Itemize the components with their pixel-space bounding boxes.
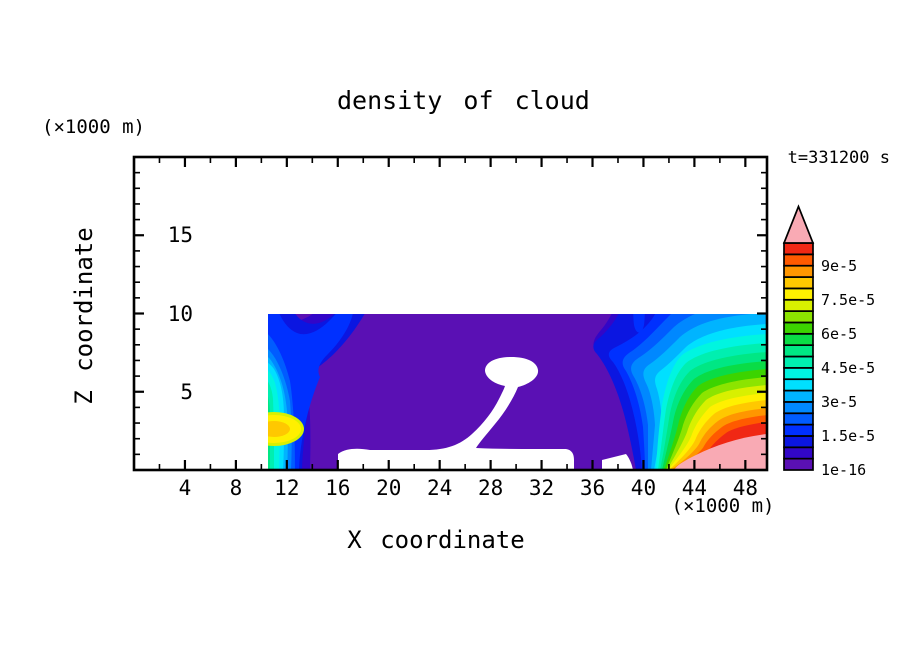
colorbar-label: 4.5e-5 <box>821 358 876 377</box>
colorbar-segment <box>783 242 814 256</box>
contour-region-white-funnel-slot <box>338 357 574 470</box>
contour-region-band18-left <box>134 414 221 470</box>
contour-region-band12-left <box>134 353 265 470</box>
contour-region-band8-left <box>268 362 284 470</box>
colorbar-label: 1.5e-5 <box>821 426 876 445</box>
page-title: density of cloud <box>337 86 590 115</box>
time-label: t=331200 s <box>787 148 890 168</box>
colorbar-segment <box>783 446 814 460</box>
contour-region-band11-left <box>268 396 270 470</box>
x-tick-label: 36 <box>579 476 606 500</box>
contour-region-purple-bar <box>577 201 631 228</box>
contour-region-pink-core-right <box>674 434 767 470</box>
colorbar-segment <box>783 401 814 415</box>
colorbar-segment <box>783 389 814 403</box>
colorbar-segment <box>783 367 814 381</box>
colorbar-label: 1e-16 <box>821 461 867 479</box>
colorbar-segment <box>783 287 814 301</box>
contour-region-white-speck-e <box>645 252 654 257</box>
colorbar-segment <box>783 332 814 346</box>
contour-region-white-slash <box>536 201 672 272</box>
colorbar-segment <box>783 253 814 267</box>
z-axis-title: Z coordinate <box>70 227 98 405</box>
colorbar-segment <box>783 378 814 392</box>
colorbar-over-triangle <box>782 204 815 244</box>
colorbar-label: 7.5e-5 <box>821 290 876 309</box>
x-tick-label: 20 <box>376 476 402 500</box>
contour-region-band13-left <box>134 363 260 470</box>
x-tick-label: 4 <box>178 476 192 500</box>
x-tick-label: 28 <box>477 476 504 500</box>
contour-region-white-speck-a <box>228 210 235 214</box>
contour-region-band19-left <box>134 424 213 470</box>
colorbar-segment <box>783 264 814 278</box>
colorbar-segment <box>783 310 814 324</box>
x-tick-label: 40 <box>630 476 657 500</box>
contour-region-pink-core-left <box>134 442 204 470</box>
z-axis-unit-label: (×1000 m) <box>42 116 145 138</box>
x-tick-label: 32 <box>528 476 555 500</box>
colorbar-segment <box>783 355 814 369</box>
colorbar-segment <box>783 344 814 358</box>
x-tick-label: 12 <box>274 476 300 500</box>
x-tick-label: 44 <box>681 476 708 500</box>
z-tick-label: 15 <box>167 223 193 248</box>
contour-region-band7-left <box>268 357 288 470</box>
x-tick-label: 24 <box>427 476 453 500</box>
contour-region-band20-left <box>134 433 212 470</box>
colorbar-segment <box>783 298 814 312</box>
colorbar-segment <box>783 321 814 335</box>
contour-region-min-blob-core5 <box>201 396 215 405</box>
contour-region-blue4-right-plume <box>633 314 645 333</box>
contour-region-white-speck-d <box>582 241 596 247</box>
contour-layer <box>134 201 767 470</box>
colorbar-segment <box>783 457 814 471</box>
x-axis-title: X coordinate <box>347 526 525 554</box>
z-tick-label: 5 <box>180 379 193 404</box>
z-tick-label: 10 <box>167 301 193 326</box>
colorbar-label: 3e-5 <box>821 392 858 411</box>
x-tick-label: 8 <box>229 476 243 500</box>
contour-region-band10-left <box>268 381 274 470</box>
contour-region-white-upper-wedge <box>449 204 562 310</box>
colorbar-segment <box>783 423 814 437</box>
x-tick-label: 48 <box>732 476 758 500</box>
colorbar-segment <box>783 412 814 426</box>
colorbar-label: 9e-5 <box>821 256 858 275</box>
x-tick-label: 16 <box>325 476 351 500</box>
contour-region-band14-left <box>134 373 254 470</box>
colorbar-segment <box>783 435 814 449</box>
contour-region-band16-left <box>134 393 238 470</box>
contour-region-band17-left <box>134 404 229 470</box>
colorbar-segment <box>783 276 814 290</box>
contour-region-min-blob-ring6 <box>196 392 220 408</box>
contour-region-white-speck-c <box>479 268 488 272</box>
contour-region-yellow-blob-core17 <box>268 421 290 437</box>
contour-region-band9-left <box>268 370 280 470</box>
colorbar-label: 6e-5 <box>821 324 858 343</box>
contour-region-white-poke <box>602 454 633 470</box>
x-axis-unit-label: (×1000 m) <box>671 495 775 517</box>
colorbar <box>782 204 815 471</box>
contour-region-min-blob-ring7 <box>190 388 226 412</box>
contour-region-white-speck-b <box>462 277 474 282</box>
